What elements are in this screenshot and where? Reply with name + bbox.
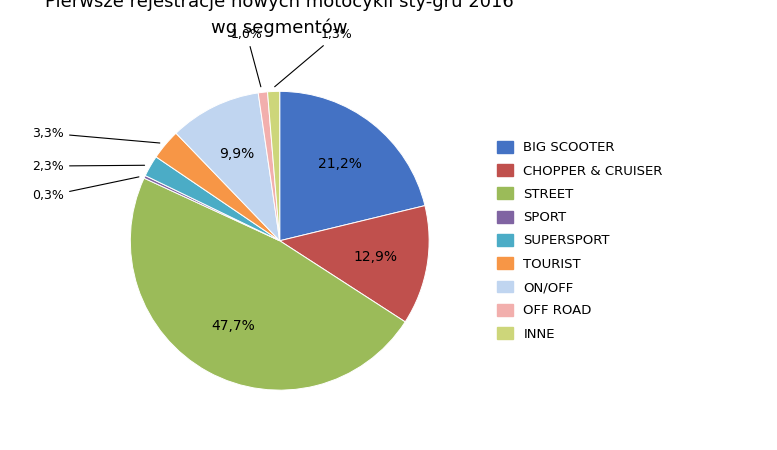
Text: 21,2%: 21,2%: [318, 158, 361, 171]
Text: 2,3%: 2,3%: [33, 160, 145, 172]
Wedge shape: [176, 93, 280, 241]
Wedge shape: [267, 91, 280, 241]
Text: 12,9%: 12,9%: [354, 250, 398, 264]
Wedge shape: [156, 133, 280, 241]
Wedge shape: [280, 91, 425, 241]
Legend: BIG SCOOTER, CHOPPER & CRUISER, STREET, SPORT, SUPERSPORT, TOURIST, ON/OFF, OFF : BIG SCOOTER, CHOPPER & CRUISER, STREET, …: [492, 135, 668, 346]
Wedge shape: [258, 92, 280, 241]
Text: 47,7%: 47,7%: [211, 319, 255, 333]
Wedge shape: [144, 176, 280, 241]
Text: 9,9%: 9,9%: [219, 147, 254, 161]
Wedge shape: [280, 206, 429, 322]
Wedge shape: [131, 178, 405, 390]
Text: 1,3%: 1,3%: [274, 28, 352, 87]
Text: 1,0%: 1,0%: [231, 28, 263, 87]
Wedge shape: [145, 157, 280, 241]
Text: 3,3%: 3,3%: [33, 127, 160, 143]
Title: Pierwsze rejestracje nowych motocykli sty-gru 2016
wg segmentów: Pierwsze rejestracje nowych motocykli st…: [45, 0, 514, 37]
Text: 0,3%: 0,3%: [32, 177, 139, 202]
